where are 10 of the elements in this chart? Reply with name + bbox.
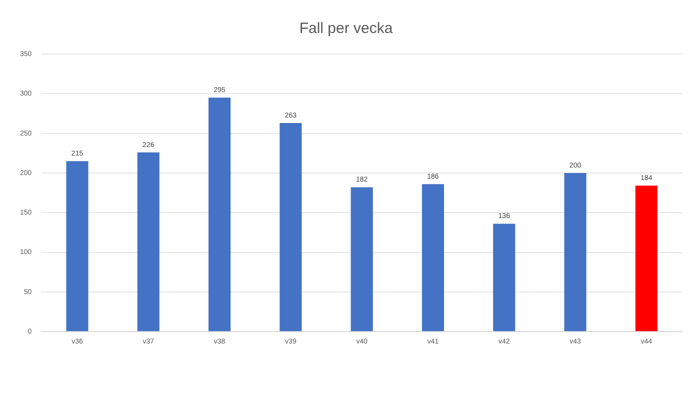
bar: [280, 123, 302, 332]
bar: [208, 98, 231, 332]
bar: [635, 186, 658, 332]
bar: [66, 161, 88, 332]
bar: [564, 172, 586, 332]
bar: [350, 187, 373, 332]
bar: [422, 184, 444, 332]
bar: [137, 152, 160, 332]
bar: [493, 224, 516, 332]
chart-title: Fall per vecka: [299, 20, 394, 38]
